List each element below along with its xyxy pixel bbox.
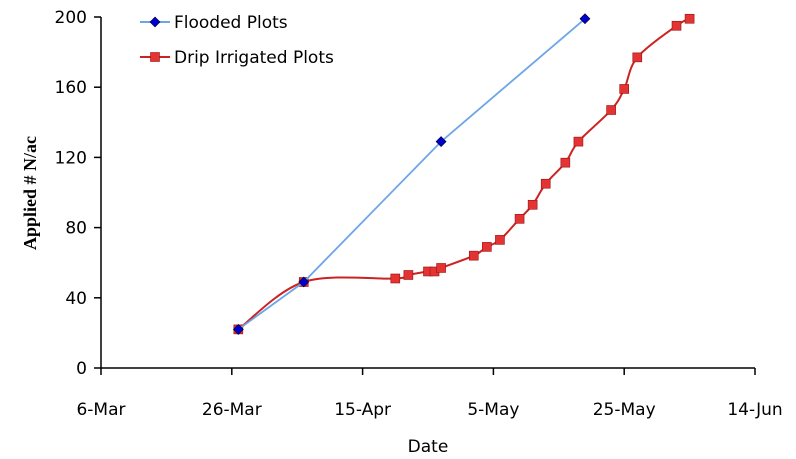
data-point — [468, 250, 479, 261]
data-point — [390, 273, 401, 284]
data-point — [232, 323, 244, 335]
y-tick-label: 80 — [65, 219, 87, 239]
data-point — [527, 199, 538, 210]
legend-label: Flooded Plots — [174, 13, 288, 33]
data-point — [540, 178, 551, 189]
x-axis-title: Date — [408, 437, 449, 457]
x-tick-label: 5-May — [467, 400, 519, 420]
data-point — [436, 263, 446, 273]
data-point — [298, 276, 310, 288]
data-point — [573, 136, 584, 147]
legend-swatch-marker — [150, 52, 160, 62]
y-tick-label: 200 — [55, 8, 87, 28]
data-point — [579, 13, 591, 25]
y-tick-label: 0 — [76, 359, 87, 379]
series-flooded-plots — [232, 13, 591, 335]
x-tick-label: 26-Mar — [202, 400, 262, 420]
x-tick-label: 25-May — [593, 400, 656, 420]
legend-label: Drip Irrigated Plots — [174, 48, 334, 68]
data-point — [435, 136, 447, 148]
series-line — [237, 18, 586, 331]
series-drip-irrigated-plots — [233, 13, 695, 335]
data-point — [606, 105, 616, 115]
data-point — [482, 242, 492, 252]
data-point — [632, 52, 643, 63]
data-point — [495, 235, 505, 245]
data-point — [619, 84, 630, 94]
axes: 0 40 80 120 160 200 6-Mar 26-Mar 15-Apr 5-May 25-M… — [55, 8, 783, 420]
data-point — [671, 20, 682, 31]
x-tick-label: 15-Apr — [334, 400, 391, 420]
y-axis-title: Applied # N/ac — [20, 136, 40, 250]
data-point — [514, 214, 525, 224]
y-tick-label: 40 — [65, 289, 87, 309]
legend-item: Flooded Plots — [140, 13, 288, 33]
plot-area — [232, 13, 695, 335]
x-tick-label: 6-Mar — [76, 400, 125, 420]
y-tick-label: 160 — [55, 78, 87, 98]
data-point — [684, 13, 695, 24]
y-tick-label: 120 — [55, 148, 87, 168]
x-tick-label: 14-Jun — [727, 400, 782, 420]
data-point — [560, 157, 571, 168]
legend-swatch-marker — [149, 16, 161, 28]
legend-item: Drip Irrigated Plots — [140, 48, 334, 68]
data-point — [403, 270, 414, 280]
legend: Flooded Plots Drip Irrigated Plots — [140, 13, 334, 68]
